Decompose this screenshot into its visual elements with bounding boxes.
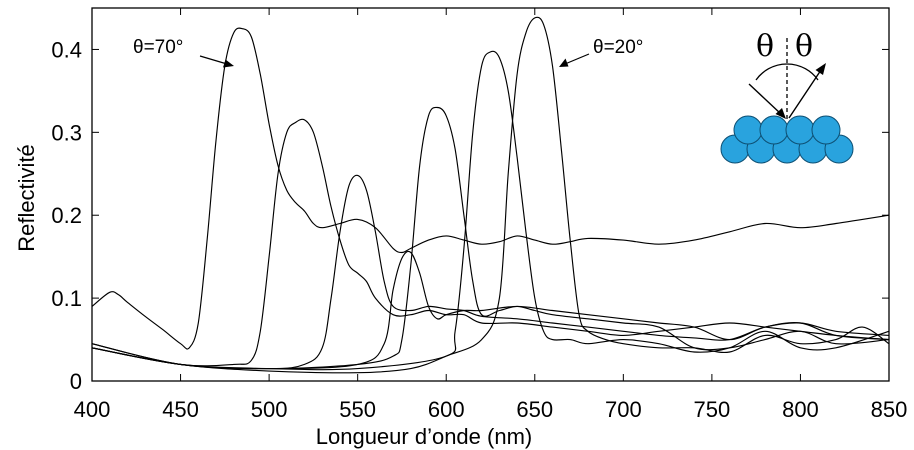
annotation-theta-20: θ=20° <box>593 37 643 58</box>
curves-group <box>91 16 890 374</box>
y-tick-label: 0.4 <box>51 37 82 62</box>
y-tick-label: 0.1 <box>51 286 82 311</box>
axes-box <box>91 7 890 382</box>
reflected-ray <box>788 69 822 119</box>
x-tick-label: 550 <box>339 397 376 422</box>
x-tick-label: 500 <box>251 397 288 422</box>
spheres-group <box>720 115 854 164</box>
series-line-4 <box>91 250 890 370</box>
x-axis-label: Longueur d’onde (nm) <box>316 424 532 449</box>
annotation-theta-70: θ=70° <box>133 37 183 58</box>
plot-frame <box>91 7 890 382</box>
y-tick-label: 0.3 <box>51 120 82 145</box>
y-axis-label: Reflectivité <box>14 144 39 252</box>
sphere <box>811 115 841 145</box>
series-line-7 <box>91 16 890 374</box>
sphere <box>785 115 815 145</box>
incident-arrowhead <box>775 108 786 119</box>
x-tick-label: 700 <box>605 397 642 422</box>
x-tick-labels: 400 450 500 550 600 650 700 750 800 850 <box>74 397 908 422</box>
reflected-arrowhead <box>815 63 826 75</box>
annotation-arrow-70 <box>199 55 234 68</box>
x-tick-label: 650 <box>516 397 553 422</box>
y-tick-labels: 0 0.1 0.2 0.3 0.4 <box>51 37 82 394</box>
x-tick-label: 750 <box>694 397 731 422</box>
series-line-6 <box>91 50 890 371</box>
theta-left-label: θ <box>756 29 774 64</box>
x-tick-label: 800 <box>782 397 819 422</box>
x-tick-label: 850 <box>871 397 908 422</box>
incident-ray <box>748 83 782 115</box>
y-tick-label: 0 <box>70 369 82 394</box>
x-tick-label: 400 <box>74 397 111 422</box>
x-tick-label: 600 <box>428 397 465 422</box>
ticks-group <box>91 8 890 382</box>
series-line-1 <box>91 27 890 350</box>
annotation-arrow-20 <box>559 53 590 67</box>
sphere <box>759 115 789 145</box>
sphere <box>733 115 763 145</box>
y-tick-label: 0.2 <box>51 203 82 228</box>
theta-right-label: θ <box>795 29 813 64</box>
x-tick-label: 450 <box>162 397 199 422</box>
angle-arc <box>755 63 819 81</box>
series-line-3 <box>91 174 890 370</box>
sphere-stack-icon: θ θ <box>720 29 854 164</box>
